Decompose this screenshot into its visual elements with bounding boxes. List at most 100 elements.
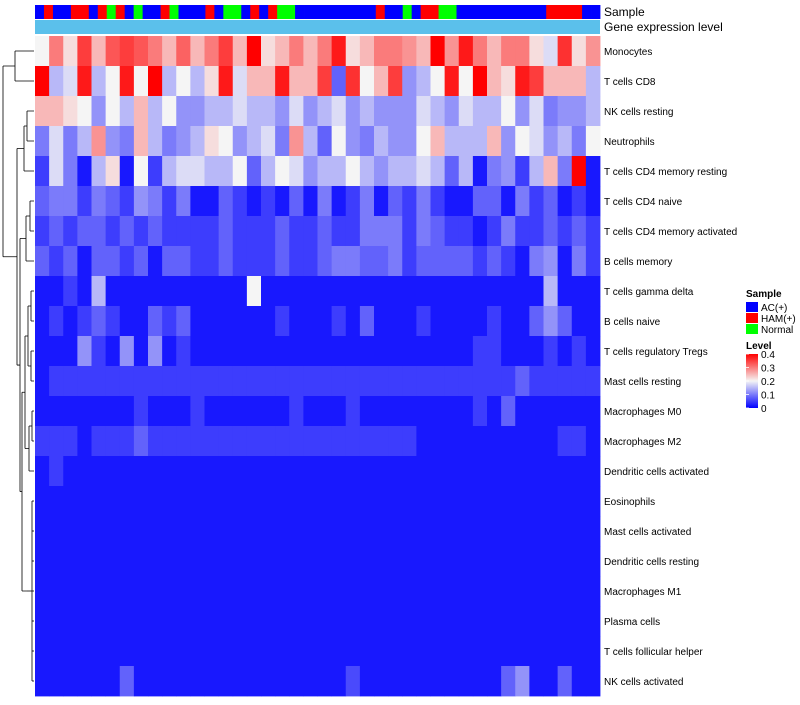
heatmap-cell	[35, 606, 50, 637]
heatmap-cell	[543, 516, 559, 547]
legend-sample-label: AC(+)	[761, 303, 787, 314]
heatmap-cell	[148, 36, 163, 67]
heatmap-cell	[359, 156, 375, 187]
heatmap-cell	[515, 336, 530, 367]
sample-annotation-cell	[465, 5, 475, 19]
heatmap-cell	[345, 396, 361, 427]
heatmap-cell	[430, 396, 446, 427]
heatmap-cell	[388, 216, 403, 247]
heatmap-cell	[91, 486, 107, 517]
heatmap-cell	[176, 276, 191, 307]
heatmap-cell	[35, 126, 50, 157]
heatmap-cell	[162, 606, 177, 637]
heatmap-cell	[289, 366, 304, 397]
heatmap-cell	[430, 426, 446, 457]
heatmap-cell	[374, 516, 389, 547]
heatmap-cell	[571, 666, 587, 697]
heatmap-cell	[148, 486, 163, 517]
heatmap-cell	[487, 156, 502, 187]
heatmap-cell	[232, 336, 248, 367]
heatmap-cell	[162, 186, 177, 217]
heatmap-cell	[63, 336, 78, 367]
heatmap-cell	[232, 486, 248, 517]
heatmap-cell	[275, 366, 290, 397]
heatmap-cell	[472, 156, 488, 187]
heatmap-cell	[515, 306, 530, 337]
heatmap-cell	[529, 156, 544, 187]
heatmap-cell	[190, 126, 205, 157]
heatmap-cell	[119, 156, 135, 187]
heatmap-cell	[190, 216, 205, 247]
gene-expression-label: Gene expression level	[604, 20, 723, 34]
heatmap-cell	[374, 366, 389, 397]
sample-annotation-cell	[88, 5, 99, 19]
heatmap-cell	[430, 666, 446, 697]
heatmap-cell	[289, 96, 304, 127]
row-label: B cells memory	[604, 257, 672, 268]
heatmap-cell	[430, 366, 446, 397]
heatmap-cell	[162, 336, 177, 367]
heatmap-cell	[571, 336, 587, 367]
heatmap-cell	[543, 276, 559, 307]
sample-annotation-cell	[492, 5, 502, 19]
heatmap-cell	[275, 636, 290, 667]
heatmap-cell	[49, 576, 64, 607]
heatmap-cell	[529, 96, 544, 127]
heatmap-cell	[246, 576, 262, 607]
row-labels: Monocytes T cells CD8 NK cells resting Neut…	[604, 47, 737, 688]
legend: Sample AC(+)HAM(+)Normal Level 0.4 0.3 0.2…	[746, 289, 796, 415]
heatmap-cell	[176, 156, 191, 187]
heatmap-cell	[63, 456, 78, 487]
heatmap-cell	[331, 66, 347, 97]
heatmap-cell	[543, 246, 559, 277]
heatmap-cell	[585, 486, 601, 517]
legend-level-tick-label: 0.4	[761, 350, 775, 361]
heatmap-cell	[430, 96, 446, 127]
heatmap-cell	[345, 246, 361, 277]
heatmap-cell	[501, 426, 516, 457]
heatmap-cell	[416, 426, 431, 457]
heatmap-cell	[388, 306, 403, 337]
heatmap-cell	[105, 636, 121, 667]
heatmap-cell	[275, 336, 290, 367]
heatmap-cell	[331, 456, 347, 487]
heatmap-cell	[345, 66, 361, 97]
heatmap-cell	[35, 66, 50, 97]
gene-expression-bar	[35, 20, 600, 34]
heatmap-cell	[162, 216, 177, 247]
heatmap-cell	[261, 516, 276, 547]
heatmap-cell	[232, 456, 248, 487]
heatmap-cell	[176, 516, 191, 547]
heatmap-cell	[232, 126, 248, 157]
sample-annotation-cell	[115, 5, 126, 19]
sample-annotation-cell	[438, 5, 448, 19]
heatmap-cell	[63, 66, 78, 97]
heatmap-cell	[317, 396, 333, 427]
heatmap-cell	[162, 276, 177, 307]
heatmap-cell	[557, 96, 573, 127]
heatmap-cell	[35, 666, 50, 697]
heatmap-cell	[388, 486, 403, 517]
heatmap-cell	[105, 576, 121, 607]
heatmap-cell	[585, 216, 601, 247]
heatmap-cell	[148, 246, 163, 277]
heatmap-cell	[63, 666, 78, 697]
heatmap-cell	[232, 96, 248, 127]
heatmap-cell	[416, 456, 431, 487]
heatmap-cell	[345, 546, 361, 577]
sample-annotation-cell	[411, 5, 422, 19]
heatmap-cell	[204, 576, 220, 607]
heatmap-cell	[49, 96, 64, 127]
heatmap-cell	[218, 336, 234, 367]
heatmap-cell	[331, 546, 347, 577]
heatmap-cell	[317, 306, 333, 337]
heatmap-cell	[303, 276, 318, 307]
heatmap-cell	[190, 336, 205, 367]
heatmap-cell	[529, 336, 544, 367]
heatmap-cell	[303, 96, 318, 127]
heatmap-cell	[515, 606, 530, 637]
heatmap-cell	[119, 336, 135, 367]
heatmap-cell	[331, 216, 347, 247]
heatmap-cell	[331, 96, 347, 127]
heatmap-cell	[35, 486, 50, 517]
